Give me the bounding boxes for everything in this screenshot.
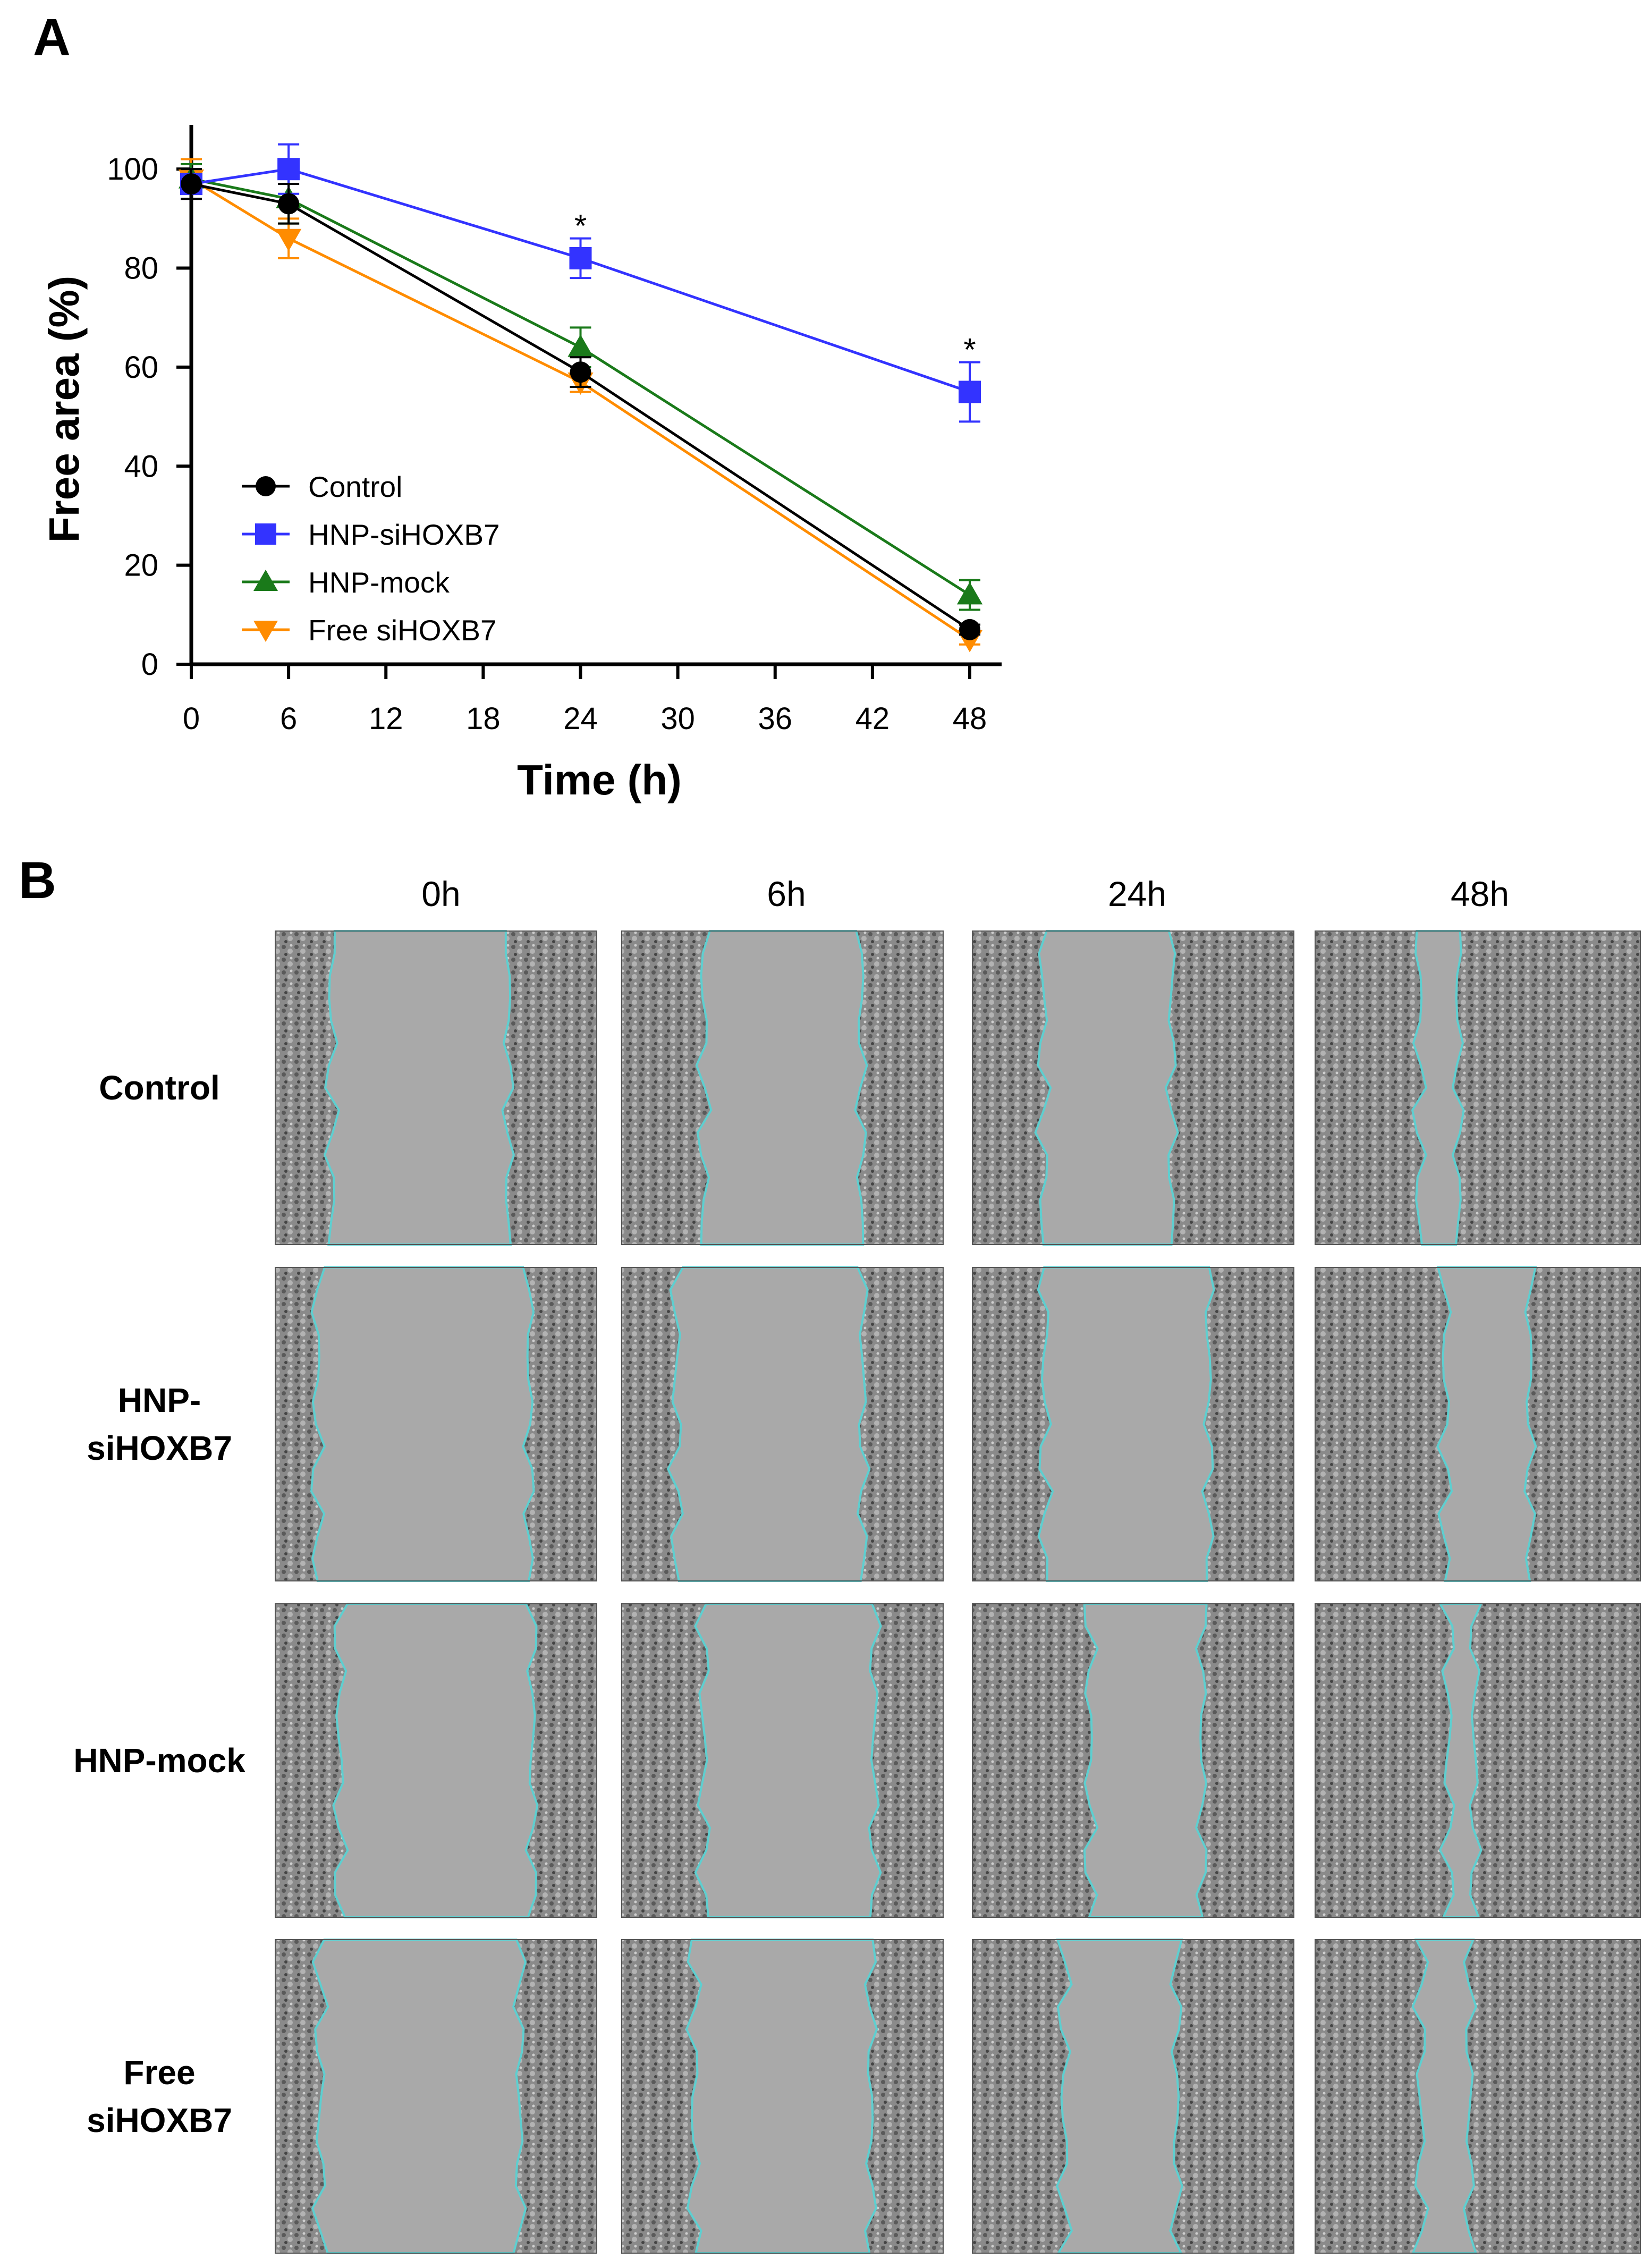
chart-series <box>178 143 983 653</box>
micrograph-tile <box>621 1266 944 1582</box>
x-tick-label: 30 <box>660 701 695 736</box>
x-tick-label: 42 <box>855 701 890 736</box>
legend-item: HNP-mock <box>242 566 450 599</box>
y-tick-label: 20 <box>124 548 158 583</box>
wound-area <box>1034 930 1179 1246</box>
legend-marker <box>255 523 276 545</box>
micrograph-tile <box>972 1939 1294 2254</box>
micrograph-tile <box>972 1266 1294 1582</box>
column-header: 24h <box>1108 874 1166 913</box>
legend-item: Free siHOXB7 <box>242 614 497 647</box>
x-tick-label: 36 <box>758 701 792 736</box>
micrograph-tile <box>275 1603 597 1918</box>
x-tick-label: 24 <box>563 701 598 736</box>
y-tick-label: 100 <box>107 152 158 187</box>
data-point <box>956 582 983 605</box>
micrograph-tile <box>621 1603 944 1918</box>
data-point <box>570 361 591 383</box>
x-axis-label: Time (h) <box>517 756 682 803</box>
micrograph-tile <box>972 1603 1294 1918</box>
x-tick-label: 6 <box>280 701 297 736</box>
micrograph-tile <box>1315 1603 1641 1918</box>
micrograph-tile <box>621 930 944 1246</box>
chart-annotations: ** <box>574 208 976 368</box>
micrograph-tile <box>1315 1939 1641 2254</box>
micrograph-tile <box>275 1266 597 1582</box>
y-tick-label: 80 <box>124 251 158 286</box>
data-point <box>275 229 302 251</box>
legend-marker <box>256 476 276 496</box>
wound-area <box>1083 1603 1208 1918</box>
row-label: HNP-mock <box>73 1741 245 1780</box>
series-line <box>191 177 971 596</box>
panel-b-letter: B <box>19 851 56 909</box>
y-axis-label: Free area (%) <box>40 276 88 543</box>
row-label: Control <box>99 1069 220 1107</box>
legend-marker <box>253 621 278 642</box>
wound-area <box>310 1266 535 1582</box>
series-control <box>181 168 980 640</box>
column-header: 6h <box>767 874 806 913</box>
x-tick-label: 18 <box>466 701 501 736</box>
micrograph-tile <box>275 1939 597 2254</box>
legend-item: HNP-siHOXB7 <box>242 518 500 551</box>
micrograph-tile <box>1315 1266 1641 1582</box>
significance-marker: * <box>574 208 587 244</box>
series-line <box>191 167 970 393</box>
x-tick-label: 12 <box>369 701 403 736</box>
wound-area <box>695 930 868 1246</box>
x-tick-label: 48 <box>953 701 987 736</box>
column-header: 48h <box>1451 874 1509 913</box>
data-point <box>181 173 202 195</box>
wound-area <box>685 1939 878 2254</box>
micrograph-tile <box>621 1939 944 2254</box>
series-line <box>190 177 971 641</box>
micrograph-tile <box>972 930 1294 1246</box>
micrograph-grid: 0h 6h 24h 48h Control HNP-siHOXB7 HNP-mock Free… <box>73 874 1641 2254</box>
data-point <box>959 619 980 640</box>
legend-item: Control <box>242 470 402 503</box>
legend-label: HNP-siHOXB7 <box>308 518 500 551</box>
legend-label: Free siHOXB7 <box>308 614 497 647</box>
row-label: Free siHOXB7 <box>87 2053 232 2139</box>
column-header: 0h <box>421 874 460 913</box>
data-point <box>959 380 981 403</box>
legend-label: Control <box>308 470 402 503</box>
micrograph-tile <box>275 930 597 1246</box>
significance-marker: * <box>963 332 976 368</box>
y-tick-label: 40 <box>124 449 158 484</box>
chart-legend: Control HNP-siHOXB7 HNP-mock Free siHOXB7 <box>242 470 500 647</box>
wound-area <box>323 930 515 1246</box>
panel-a-letter: A <box>33 8 71 66</box>
y-tick-label: 60 <box>124 350 158 385</box>
wound-area <box>1037 1266 1215 1582</box>
data-point <box>278 193 300 215</box>
series-line <box>191 182 971 631</box>
wound-area <box>1056 1939 1183 2254</box>
chart-axes <box>189 125 1002 666</box>
data-point <box>567 334 594 357</box>
wound-area <box>694 1603 882 1918</box>
micrograph-tile <box>1315 930 1641 1246</box>
y-tick-label: 0 <box>141 647 158 682</box>
wound-area <box>1436 1266 1537 1582</box>
x-tick-label: 0 <box>183 701 200 736</box>
wound-area <box>332 1603 539 1918</box>
legend-marker <box>253 570 278 591</box>
legend-label: HNP-mock <box>308 566 450 599</box>
wound-area <box>666 1266 871 1582</box>
data-point <box>277 158 300 181</box>
wound-area <box>311 1939 527 2254</box>
row-label: HNP-siHOXB7 <box>87 1381 232 1467</box>
data-point <box>569 247 592 269</box>
chart-ticks: 0 6 12 18 24 30 36 42 48 0 20 40 60 80 100 <box>107 152 987 736</box>
